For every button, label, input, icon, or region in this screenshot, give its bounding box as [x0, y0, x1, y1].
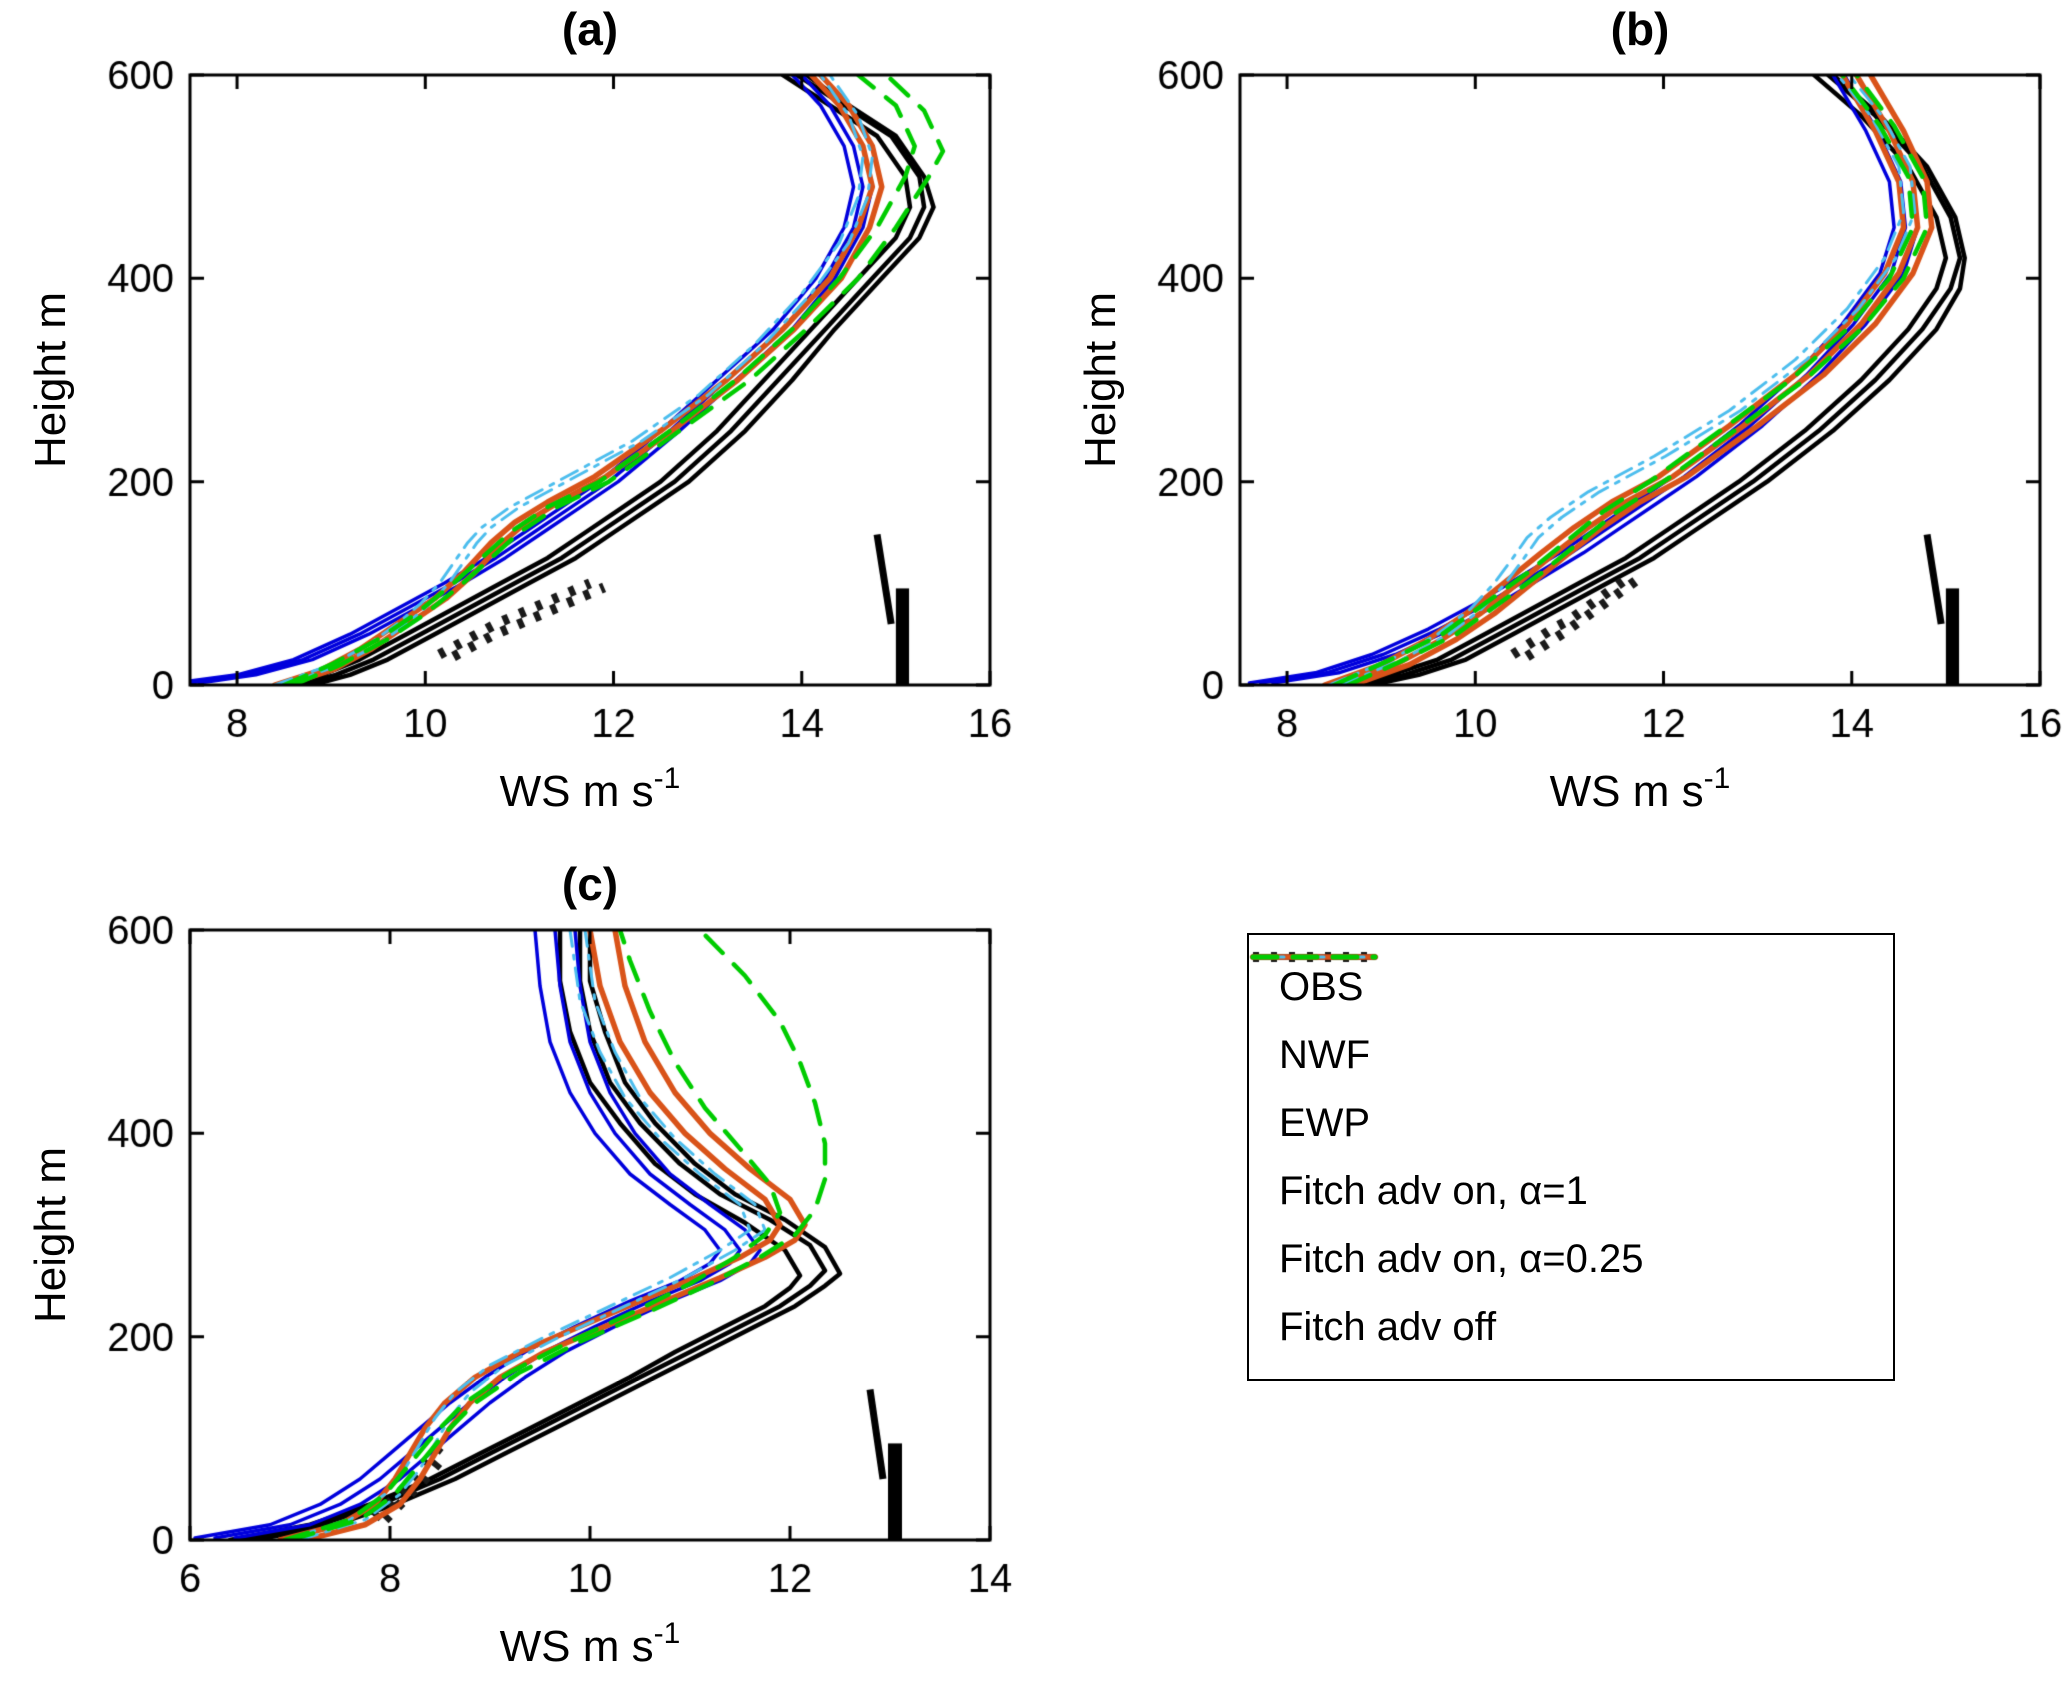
panel-a-xlabel-base: WS m s: [499, 767, 654, 816]
panel-c-xlabel-base: WS m s: [499, 1622, 654, 1671]
panel-b-xlabel-base: WS m s: [1549, 767, 1704, 816]
panel-c-title: (c): [561, 858, 619, 910]
legend-item-label: Fitch adv off: [1279, 1304, 1497, 1349]
legend-item: EWP: [1249, 935, 1863, 1147]
panel-a-ylabel: Height m: [26, 291, 75, 469]
legend-item-label: Fitch adv on, α=1: [1279, 1168, 1588, 1213]
legend-item-label: NWF: [1279, 1032, 1371, 1077]
legend-item: Fitch adv off: [1249, 935, 1863, 1351]
legend-item: NWF: [1249, 935, 1863, 1079]
panel-b-ylabel: Height m: [1076, 291, 1125, 469]
panel-a-xlabel: WS m s-1: [190, 762, 990, 817]
legend-line-sample: [1249, 935, 1379, 979]
legend-box: OBS NWF EWP Fitch adv on, α=1 Fitch adv on, …: [1247, 933, 1895, 1381]
panel-a-title: (a): [561, 3, 619, 55]
panel-b-xlabel-sup: -1: [1703, 762, 1731, 795]
panel-a-xlabel-sup: -1: [653, 762, 681, 795]
legend-item-label: Fitch adv on, α=0.25: [1279, 1236, 1644, 1281]
legend-item: Fitch adv on, α=1: [1249, 935, 1863, 1215]
panel-c-xlabel-sup: -1: [653, 1617, 681, 1650]
panel-b-title: (b): [1610, 3, 1670, 55]
legend-item: Fitch adv on, α=0.25: [1249, 935, 1863, 1283]
panel-b-xlabel: WS m s-1: [1240, 762, 2040, 817]
panel-c-xlabel: WS m s-1: [190, 1617, 990, 1672]
legend-item-label: EWP: [1279, 1100, 1371, 1145]
panel-c-ylabel: Height m: [26, 1146, 75, 1324]
